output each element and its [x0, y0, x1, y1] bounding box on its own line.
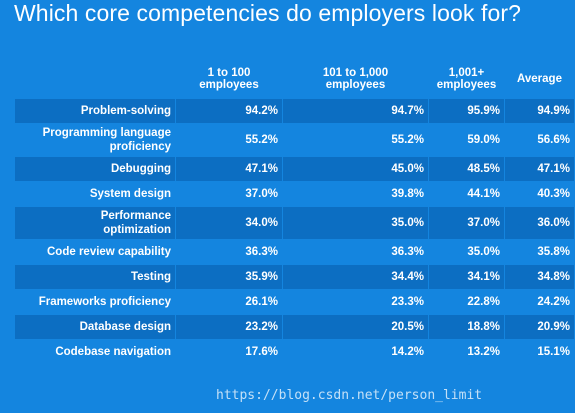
row-label: Programming language proficiency: [14, 123, 176, 157]
value-cell: 34.0%: [175, 206, 283, 240]
value-cell: 24.2%: [504, 289, 575, 315]
value-cell: 39.8%: [282, 181, 429, 207]
header-row: 1 to 100 employees 101 to 1,000 employees …: [15, 60, 575, 99]
value-cell: 35.8%: [504, 239, 575, 265]
row-label: System design: [14, 181, 176, 207]
value-cell: 34.1%: [428, 264, 505, 290]
value-cell: 34.4%: [282, 264, 429, 290]
value-cell: 44.1%: [428, 181, 505, 207]
value-cell: 13.2%: [428, 339, 505, 365]
value-cell: 36.3%: [282, 239, 429, 265]
table-row: Problem-solving 94.2% 94.7% 95.9% 94.9%: [14, 98, 575, 124]
table-row: Code review capability 36.3% 36.3% 35.0% 35.…: [14, 239, 575, 265]
value-cell: 14.2%: [282, 339, 429, 365]
chart-title: Which core competencies do employers loo…: [14, 0, 521, 26]
value-cell: 37.0%: [428, 206, 505, 240]
row-label: Frameworks proficiency: [14, 289, 176, 315]
value-cell: 48.5%: [428, 156, 505, 182]
column-header: 1,001+ employees: [436, 67, 497, 91]
column-header: Average: [517, 73, 562, 85]
value-cell: 55.2%: [282, 123, 429, 157]
value-cell: 20.5%: [282, 314, 429, 340]
row-label: Problem-solving: [14, 98, 176, 124]
value-cell: 94.2%: [175, 98, 283, 124]
table-row: Codebase navigation 17.6% 14.2% 13.2% 15.1%: [14, 339, 575, 365]
table-row: Testing 35.9% 34.4% 34.1% 34.8%: [14, 264, 575, 290]
value-cell: 47.1%: [504, 156, 575, 182]
corner-cell: [15, 60, 176, 99]
value-cell: 34.8%: [504, 264, 575, 290]
table-row: System design 37.0% 39.8% 44.1% 40.3%: [14, 181, 575, 207]
value-cell: 36.3%: [175, 239, 283, 265]
row-label: Database design: [14, 314, 176, 340]
value-cell: 56.6%: [504, 123, 575, 157]
value-cell: 94.7%: [282, 98, 429, 124]
table-row: Frameworks proficiency 26.1% 23.3% 22.8% 24.…: [14, 289, 575, 315]
row-label: Performance optimization: [14, 206, 176, 240]
table-row: Database design 23.2% 20.5% 18.8% 20.9%: [14, 314, 575, 340]
value-cell: 36.0%: [504, 206, 575, 240]
row-label: Code review capability: [14, 239, 176, 265]
value-cell: 59.0%: [428, 123, 505, 157]
row-label: Debugging: [14, 156, 176, 182]
row-label: Testing: [14, 264, 176, 290]
value-cell: 94.9%: [504, 98, 575, 124]
column-header: 101 to 1,000 employees: [322, 67, 389, 91]
value-cell: 55.2%: [175, 123, 283, 157]
value-cell: 26.1%: [175, 289, 283, 315]
value-cell: 95.9%: [428, 98, 505, 124]
value-cell: 17.6%: [175, 339, 283, 365]
table-row: Debugging 47.1% 45.0% 48.5% 47.1%: [14, 156, 575, 182]
row-label: Codebase navigation: [14, 339, 176, 365]
value-cell: 23.2%: [175, 314, 283, 340]
value-cell: 45.0%: [282, 156, 429, 182]
watermark-url: https://blog.csdn.net/person_limit: [216, 388, 483, 403]
table-row: Performance optimization 34.0% 35.0% 37.0% 36…: [14, 206, 575, 240]
value-cell: 37.0%: [175, 181, 283, 207]
value-cell: 40.3%: [504, 181, 575, 207]
competency-table: 1 to 100 employees 101 to 1,000 employees …: [14, 60, 575, 365]
value-cell: 20.9%: [504, 314, 575, 340]
value-cell: 18.8%: [428, 314, 505, 340]
value-cell: 35.0%: [282, 206, 429, 240]
value-cell: 35.0%: [428, 239, 505, 265]
value-cell: 23.3%: [282, 289, 429, 315]
value-cell: 15.1%: [504, 339, 575, 365]
value-cell: 35.9%: [175, 264, 283, 290]
value-cell: 47.1%: [175, 156, 283, 182]
column-header: 1 to 100 employees: [199, 67, 259, 91]
table-row: Programming language proficiency 55.2% 55.2…: [14, 123, 575, 157]
value-cell: 22.8%: [428, 289, 505, 315]
